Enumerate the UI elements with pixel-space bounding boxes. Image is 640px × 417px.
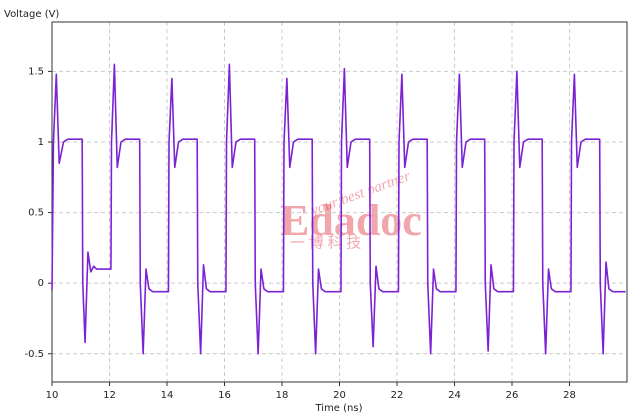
y-axis-label: Voltage (V) [4, 9, 59, 20]
x-tick-label: 14 [161, 390, 174, 401]
x-tick-label: 18 [276, 390, 289, 401]
x-tick-label: 12 [103, 390, 116, 401]
y-tick-label: 1 [38, 137, 44, 148]
x-tick-label: 22 [391, 390, 404, 401]
x-tick-label: 16 [218, 390, 231, 401]
plot-frame [51, 21, 628, 383]
voltage-line [51, 63, 626, 355]
y-tick-label: 1.5 [28, 66, 44, 77]
x-tick-label: 10 [46, 390, 59, 401]
x-tick-label: 28 [563, 390, 576, 401]
x-tick-label: 24 [448, 390, 461, 401]
y-tick-label: 0 [38, 278, 44, 289]
y-tick-label: 0.5 [28, 208, 44, 219]
watermark-company: 一 博 科 技 [290, 234, 361, 251]
x-tick-label: 26 [506, 390, 519, 401]
y-tick-label: -0.5 [24, 349, 44, 360]
x-tick-label: 20 [333, 390, 346, 401]
x-axis-label: Time (ns) [314, 403, 362, 414]
